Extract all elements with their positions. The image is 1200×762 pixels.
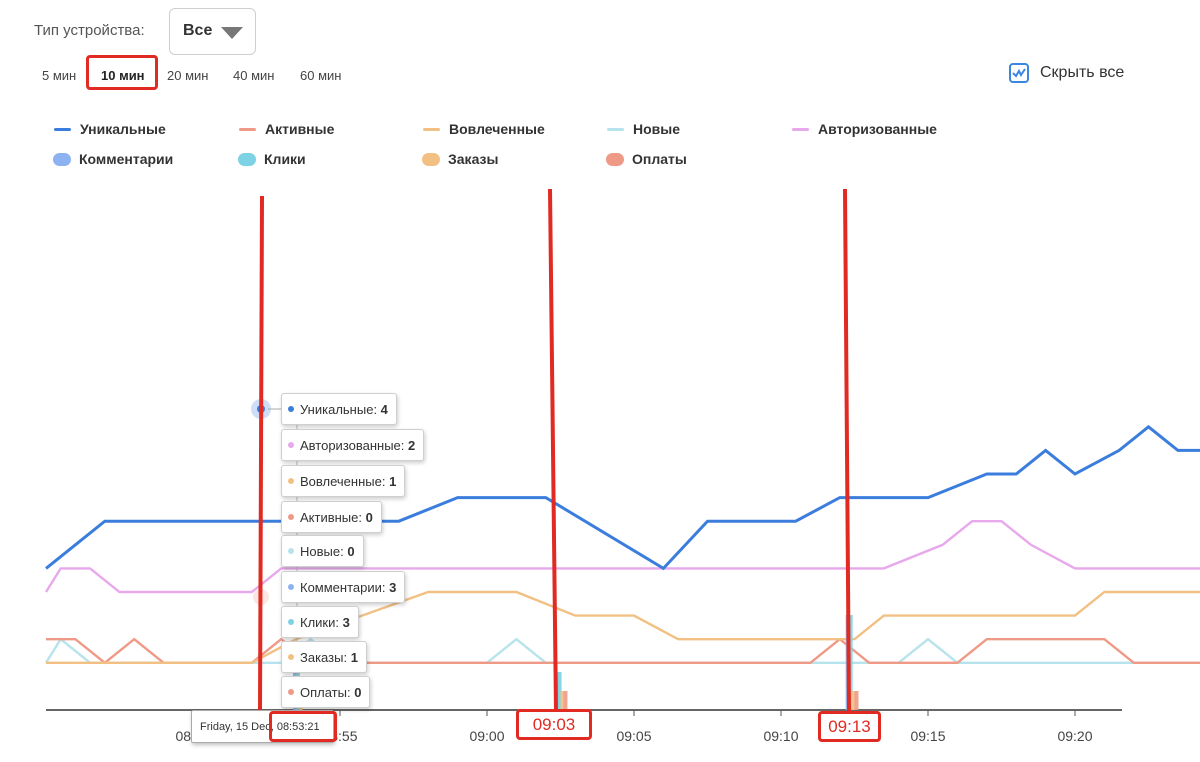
tooltip-row-comments: Комментарии: 3 [281,571,406,603]
legend-label: Новые [633,121,681,137]
bar-orders [560,691,565,710]
range-60-min[interactable]: 60 мин [300,68,342,83]
annotation-line-3 [843,188,851,712]
tooltip-dot [288,478,294,484]
tooltip-value: 3 [342,614,350,630]
series-line-engaged [46,590,1200,664]
tooltip-value: 3 [389,579,397,595]
series-line-new [44,637,1200,664]
tooltip-series-name: Новые [300,543,341,559]
bar-payments [854,691,859,710]
range-40-min[interactable]: 40 мин [233,68,275,83]
legend-line-swatch [792,127,809,131]
tooltip-dot [288,584,294,590]
legend-bar-swatch [238,152,256,166]
bar-clicks [557,672,562,710]
tooltip-value: 4 [380,401,388,417]
tooltip-value: 1 [389,473,397,489]
tooltip-value: 2 [408,437,416,453]
tooltip-row-new: Новые: 0 [281,535,364,567]
date-highlight-box [269,711,337,742]
x-tick-label: 09:05 [616,728,651,744]
device-type-label: Тип устройства: [34,22,145,39]
tooltip-series-name: Уникальные [300,401,374,417]
tooltip-value: 0 [354,684,362,700]
tooltip-series-name: Вовлеченные [300,473,382,489]
legend-item-clicks[interactable]: Клики [238,151,306,167]
legend-bar-swatch [422,152,440,166]
tooltip-dot [288,514,294,520]
legend-item-active[interactable]: Активные [239,121,334,137]
tooltip-dot [288,619,294,625]
device-type-value: Все [183,22,213,39]
series-line-unique [45,424,1200,571]
tooltip-series-name: Оплаты [300,684,347,700]
tooltip-value: 1 [350,649,358,665]
legend-label: Оплаты [632,151,687,167]
legend-label: Заказы [448,151,499,167]
legend-bar-swatch [606,152,624,166]
legend-label: Активные [265,121,335,137]
tooltip-series-name: Клики [300,614,336,630]
legend-item-unique[interactable]: Уникальные [54,121,166,137]
range-highlight-box [86,55,158,90]
legend-label: Уникальные [80,121,166,137]
marker-label-0913: 09:13 [818,711,881,742]
legend-line-swatch [54,127,71,131]
legend-item-orders[interactable]: Заказы [422,151,498,167]
legend-item-new[interactable]: Новые [607,121,680,137]
tooltip-dot [288,442,294,448]
range-10-min[interactable]: 10 мин [101,68,145,83]
hide-all-label: Скрыть все [1040,64,1125,81]
dropdown-arrow-icon [221,27,243,39]
legend-item-comments[interactable]: Комментарии [53,151,173,167]
tooltip-series-name: Активные [300,509,359,525]
tooltip-row-engaged: Вовлеченные: 1 [281,465,406,497]
tooltip-series-name: Авторизованные [300,437,401,453]
legend-label: Клики [264,151,306,167]
tooltip-value: 0 [347,543,355,559]
tooltip-dot [288,406,294,412]
tooltip-row-payments: Оплаты: 0 [281,676,371,708]
legend-label: Вовлеченные [449,121,545,137]
tooltip-date: Friday, 15 Dec, 08:53:21 [191,710,334,743]
tooltip-row-active: Активные: 0 [281,501,382,533]
checkbox-icon [1009,63,1029,83]
hide-all-toggle[interactable]: Скрыть все [1009,62,1124,84]
series-line-active [46,637,1200,665]
annotation-line-1 [258,195,264,712]
legend-item-authorized[interactable]: Авторизованные [792,121,937,137]
x-tick-label: 09:00 [469,728,504,744]
device-type-select[interactable]: Все [169,8,256,55]
range-20-min[interactable]: 20 мин [167,68,209,83]
tooltip-dot [288,689,294,695]
legend-line-swatch [423,127,440,131]
tooltip-dot [288,654,294,660]
range-5-min[interactable]: 5 мин [42,68,77,83]
legend-item-engaged[interactable]: Вовлеченные [423,121,545,137]
tooltip-value: 0 [365,509,373,525]
x-tick-label: 09:10 [763,728,798,744]
x-tick-label: 09:20 [1057,728,1092,744]
tooltip-row-clicks: Клики: 3 [281,606,359,638]
tooltip-dot [288,548,294,554]
x-tick-label: 09:15 [910,728,945,744]
tooltip-row-authorized: Авторизованные: 2 [281,429,425,461]
series-line-authorized [44,520,1200,594]
legend-line-swatch [239,127,256,131]
tooltip-row-unique: Уникальные: 4 [281,393,397,425]
tooltip-series-name: Заказы [300,649,344,665]
legend-item-payments[interactable]: Оплаты [606,151,687,167]
tooltip-series-name: Комментарии [300,579,382,595]
marker-label-0903: 09:03 [516,709,592,740]
tooltip-row-orders: Заказы: 1 [281,641,367,673]
legend-label: Комментарии [79,151,174,167]
legend-line-swatch [607,127,624,131]
bar-orders [851,691,856,710]
bar-payments [563,691,568,710]
annotation-line-2 [548,188,558,712]
legend-label: Авторизованные [818,121,937,137]
legend-bar-swatch [53,152,71,166]
